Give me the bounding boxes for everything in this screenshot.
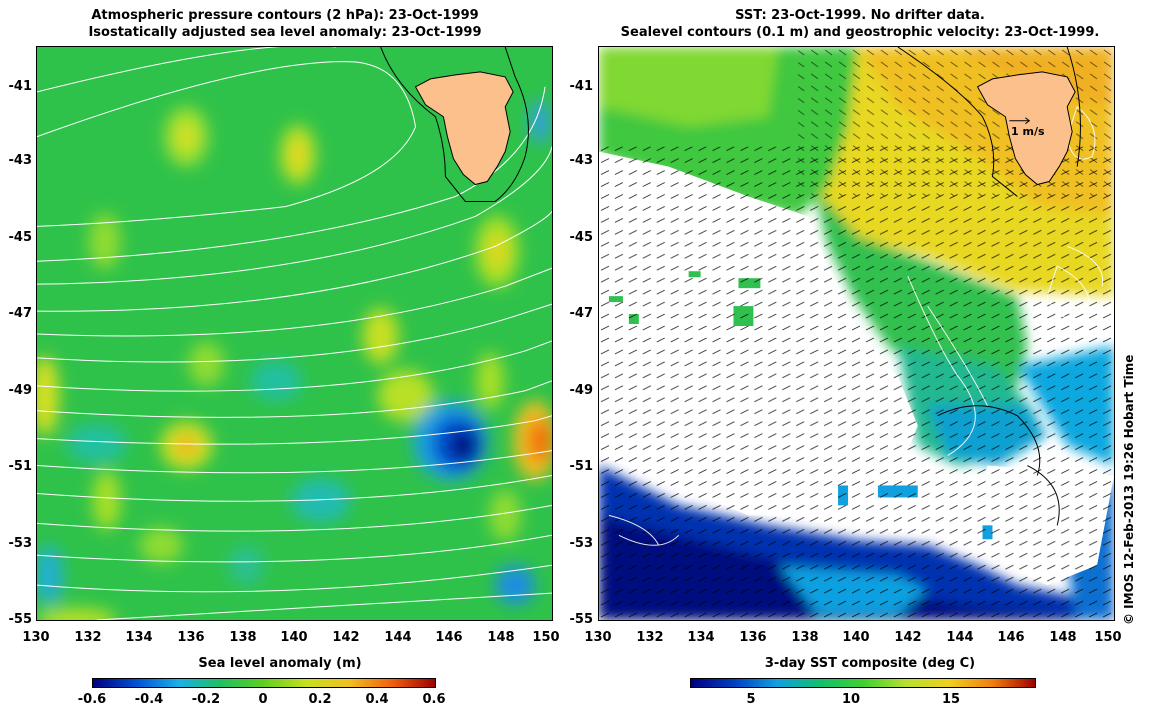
left-y-tick: -47 bbox=[8, 306, 33, 321]
right-y-tick: -53 bbox=[569, 536, 594, 551]
left-colorbar-tick: 0.2 bbox=[308, 692, 332, 707]
right-title: SST: 23-Oct-1999. No drifter data. Seale… bbox=[600, 7, 1120, 41]
right-x-tick: 150 bbox=[1094, 630, 1122, 645]
right-x-tick: 148 bbox=[1049, 630, 1077, 645]
right-x-tick: 144 bbox=[946, 630, 974, 645]
sst-field bbox=[599, 47, 1114, 620]
sea-level-colorbar bbox=[92, 678, 436, 688]
right-x-tick: 136 bbox=[739, 630, 767, 645]
right-y-tick: -55 bbox=[569, 612, 594, 627]
right-x-tick: 130 bbox=[584, 630, 612, 645]
right-y-tick: -47 bbox=[569, 306, 594, 321]
left-colorbar-tick: -0.4 bbox=[134, 692, 164, 707]
left-colorbar-label: Sea level anomaly (m) bbox=[198, 656, 362, 671]
left-x-tick: 136 bbox=[177, 630, 205, 645]
right-colorbar-tick: 5 bbox=[746, 692, 756, 707]
left-y-tick: -45 bbox=[8, 230, 33, 245]
right-y-tick: -41 bbox=[569, 79, 594, 94]
velocity-scale-label: 1 m/s bbox=[1011, 125, 1045, 138]
left-colorbar-tick: 0.6 bbox=[422, 692, 446, 707]
right-x-tick: 146 bbox=[997, 630, 1025, 645]
right-x-tick: 134 bbox=[687, 630, 715, 645]
right-colorbar-label: 3-day SST composite (deg C) bbox=[764, 656, 976, 671]
sst-composite-map[interactable]: 1 m/s bbox=[598, 46, 1115, 621]
left-y-tick: -53 bbox=[8, 536, 33, 551]
left-x-tick: 134 bbox=[125, 630, 153, 645]
left-colorbar-tick: -0.2 bbox=[191, 692, 221, 707]
right-y-tick: -49 bbox=[569, 383, 594, 398]
left-x-tick: 138 bbox=[229, 630, 257, 645]
sea-level-anomaly-map[interactable] bbox=[36, 46, 553, 621]
left-title-line1: Atmospheric pressure contours (2 hPa): 2… bbox=[91, 8, 479, 23]
left-y-tick: -41 bbox=[8, 79, 33, 94]
left-x-tick: 132 bbox=[74, 630, 102, 645]
right-x-tick: 138 bbox=[791, 630, 819, 645]
right-title-line1: SST: 23-Oct-1999. No drifter data. bbox=[735, 8, 985, 23]
left-x-tick: 130 bbox=[22, 630, 50, 645]
right-title-line2: Sealevel contours (0.1 m) and geostrophi… bbox=[620, 25, 1100, 40]
left-colorbar-tick: 0 bbox=[258, 692, 268, 707]
left-x-tick: 148 bbox=[487, 630, 515, 645]
tasmania-landmass-right bbox=[976, 71, 1076, 186]
left-x-tick: 142 bbox=[332, 630, 360, 645]
left-x-tick: 150 bbox=[532, 630, 560, 645]
right-y-tick: -45 bbox=[569, 230, 594, 245]
left-title: Atmospheric pressure contours (2 hPa): 2… bbox=[75, 7, 495, 41]
left-y-tick: -55 bbox=[8, 612, 33, 627]
left-x-tick: 146 bbox=[435, 630, 463, 645]
left-x-tick: 144 bbox=[384, 630, 412, 645]
left-y-tick: -49 bbox=[8, 383, 33, 398]
sst-colorbar bbox=[690, 678, 1036, 688]
tasmania-landmass-left bbox=[414, 71, 514, 186]
right-colorbar-tick: 10 bbox=[841, 692, 861, 707]
right-x-tick: 142 bbox=[894, 630, 922, 645]
left-x-tick: 140 bbox=[280, 630, 308, 645]
right-x-tick: 132 bbox=[636, 630, 664, 645]
right-y-tick: -43 bbox=[569, 153, 594, 168]
sea-level-anomaly-field bbox=[37, 47, 552, 620]
right-colorbar-tick: 15 bbox=[941, 692, 961, 707]
left-title-line2: Isostatically adjusted sea level anomaly… bbox=[88, 25, 482, 40]
left-colorbar-tick: -0.6 bbox=[77, 692, 107, 707]
left-y-tick: -43 bbox=[8, 153, 33, 168]
right-x-tick: 140 bbox=[842, 630, 870, 645]
left-y-tick: -51 bbox=[8, 459, 33, 474]
right-y-tick: -51 bbox=[569, 459, 594, 474]
credit-text: © IMOS 12-Feb-2013 19:26 Hobart Time bbox=[1122, 354, 1136, 625]
left-colorbar-tick: 0.4 bbox=[365, 692, 389, 707]
